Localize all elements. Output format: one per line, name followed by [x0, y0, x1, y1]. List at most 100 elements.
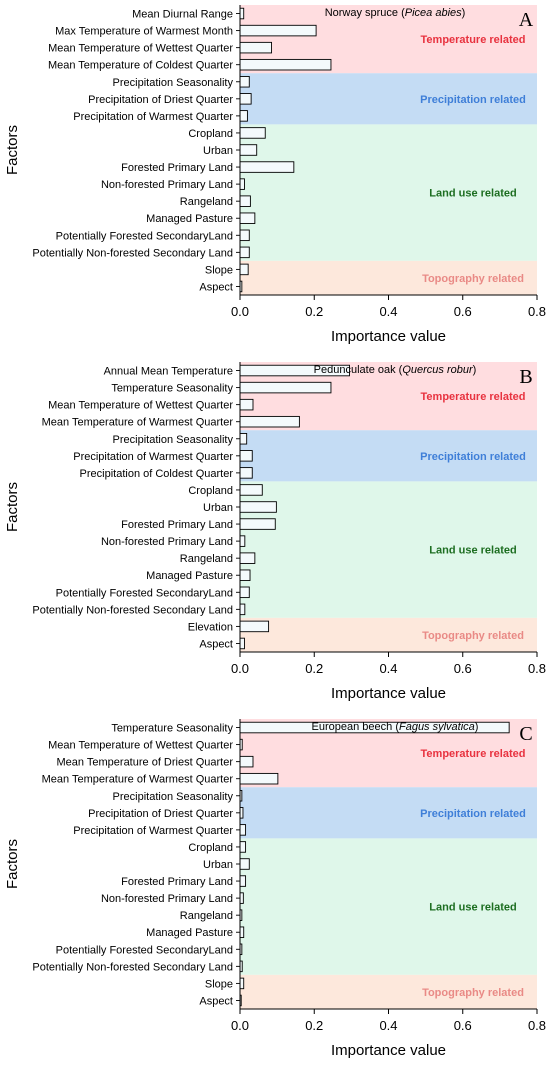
bar — [239, 772, 279, 785]
group-label-precipitation: Precipitation related — [420, 808, 526, 820]
group-label-landuse: Land use related — [429, 545, 516, 557]
x-tick-label: 0.0 — [231, 1018, 249, 1033]
panel-letter: A — [519, 9, 534, 31]
category-label: Aspect — [199, 995, 233, 1007]
x-tick-label: 0.6 — [454, 661, 472, 676]
bar — [239, 755, 254, 768]
x-tick-label: 0.6 — [454, 1018, 472, 1033]
group-band-landuse — [240, 124, 537, 261]
category-label: Max Temperature of Warmest Month — [55, 26, 233, 38]
category-label: Mean Temperature of Wettest Quarter — [48, 400, 233, 412]
category-label: Managed Pasture — [146, 927, 233, 939]
category-label: Potentially Non-forested Secondary Land — [32, 247, 233, 259]
category-label: Precipitation Seasonality — [113, 77, 234, 89]
x-tick-label: 0.0 — [231, 661, 249, 676]
x-tick-label: 0.0 — [231, 304, 249, 319]
category-label: Cropland — [188, 485, 233, 497]
group-band-landuse — [240, 838, 537, 975]
bar — [239, 110, 248, 122]
category-label: Rangeland — [180, 196, 233, 208]
group-label-landuse: Land use related — [429, 188, 516, 200]
category-label: Cropland — [188, 842, 233, 854]
bar — [239, 41, 273, 54]
group-band-precipitation — [240, 73, 537, 125]
category-label: Temperature Seasonality — [111, 383, 233, 395]
bar — [239, 637, 245, 650]
bar — [239, 229, 250, 242]
bar — [239, 586, 250, 599]
group-band-topography — [240, 617, 537, 652]
category-label: Managed Pasture — [146, 213, 233, 225]
bar — [239, 398, 254, 411]
category-label: Potentially Non-forested Secondary Land — [32, 961, 233, 973]
panel-title-common: Pedunculate oak ( — [314, 364, 403, 376]
bar — [239, 535, 246, 547]
panel-a: Temperature related Precipitation related… — [4, 5, 546, 345]
bar — [239, 93, 252, 105]
x-tick-label: 0.4 — [379, 661, 397, 676]
category-label: Slope — [205, 978, 233, 990]
category-label: Forested Primary Land — [121, 876, 233, 888]
group-label-landuse: Land use related — [429, 902, 516, 914]
bar — [239, 76, 250, 88]
x-axis-title: Importance value — [331, 1042, 446, 1059]
bar — [239, 415, 300, 428]
panel-title-common: Norway spruce ( — [325, 7, 405, 19]
bar — [239, 501, 277, 513]
category-label: Cropland — [188, 128, 233, 140]
panel-title-species: Fagus sylvatica — [399, 721, 475, 733]
category-label: Annual Mean Temperature — [104, 366, 233, 378]
category-label: Non-forested Primary Land — [101, 893, 233, 905]
group-label-topography: Topography related — [422, 630, 524, 642]
bar — [239, 518, 276, 530]
category-label: Aspect — [199, 281, 233, 293]
category-label: Rangeland — [180, 553, 233, 565]
bar — [239, 603, 246, 616]
category-label: Potentially Forested SecondaryLand — [56, 944, 233, 956]
category-label: Rangeland — [180, 910, 233, 922]
bar — [239, 467, 253, 479]
category-label: Potentially Forested SecondaryLand — [56, 230, 233, 242]
panel-letter: B — [519, 366, 532, 388]
group-band-precipitation — [240, 787, 537, 839]
panel-title-species: Quercus robur — [402, 364, 474, 376]
bar — [239, 841, 247, 853]
x-axis-title: Importance value — [331, 328, 446, 345]
group-band-topography — [240, 260, 537, 295]
y-axis-title: Factors — [4, 839, 21, 889]
y-axis-title: Factors — [4, 482, 21, 532]
category-label: Mean Temperature of Wettest Quarter — [48, 740, 233, 752]
category-label: Mean Temperature of Coldest Quarter — [48, 60, 233, 72]
bar — [239, 977, 245, 990]
group-label-precipitation: Precipitation related — [420, 451, 526, 463]
x-tick-label: 0.8 — [528, 1018, 546, 1033]
bar — [239, 858, 250, 870]
category-label: Precipitation of Warmest Quarter — [73, 825, 233, 837]
category-label: Mean Temperature of Warmest Quarter — [42, 417, 234, 429]
x-tick-label: 0.8 — [528, 304, 546, 319]
x-tick-label: 0.4 — [379, 1018, 397, 1033]
category-label: Urban — [203, 145, 233, 157]
category-label: Urban — [203, 502, 233, 514]
group-label-precipitation: Precipitation related — [420, 94, 526, 106]
category-label: Precipitation Seasonality — [113, 791, 234, 803]
category-label: Mean Temperature of Driest Quarter — [57, 757, 234, 769]
panel-title: European beech (Fagus sylvatica) — [312, 721, 479, 733]
category-label: Potentially Forested SecondaryLand — [56, 587, 233, 599]
bar — [239, 263, 249, 276]
category-label: Forested Primary Land — [121, 519, 233, 531]
x-tick-label: 0.6 — [454, 304, 472, 319]
category-label: Precipitation of Coldest Quarter — [80, 468, 234, 480]
x-tick-label: 0.2 — [305, 1018, 323, 1033]
bar — [239, 569, 251, 581]
group-band-topography — [240, 974, 537, 1009]
bar — [239, 212, 256, 224]
bar — [239, 875, 247, 887]
category-label: Non-forested Primary Land — [101, 179, 233, 191]
group-band-landuse — [240, 481, 537, 618]
group-band-precipitation — [240, 430, 537, 482]
category-label: Forested Primary Land — [121, 162, 233, 174]
category-label: Precipitation of Warmest Quarter — [73, 451, 233, 463]
panel-title-close: ) — [473, 364, 477, 376]
